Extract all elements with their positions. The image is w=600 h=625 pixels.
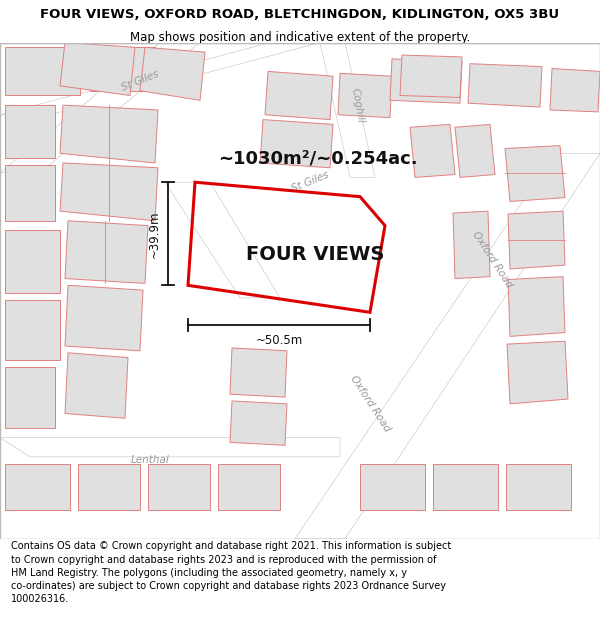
- Polygon shape: [400, 55, 462, 98]
- Polygon shape: [5, 165, 55, 221]
- Text: St Giles: St Giles: [120, 69, 160, 93]
- Text: Map shows position and indicative extent of the property.: Map shows position and indicative extent…: [130, 31, 470, 44]
- Polygon shape: [507, 341, 568, 404]
- Polygon shape: [338, 73, 392, 118]
- Text: Contains OS data © Crown copyright and database right 2021. This information is : Contains OS data © Crown copyright and d…: [11, 541, 451, 604]
- Polygon shape: [230, 401, 287, 445]
- Polygon shape: [78, 464, 140, 510]
- Polygon shape: [5, 105, 55, 158]
- Polygon shape: [5, 368, 55, 428]
- Polygon shape: [455, 124, 495, 177]
- Polygon shape: [433, 464, 498, 510]
- Polygon shape: [60, 163, 158, 221]
- Text: Lenthal: Lenthal: [131, 455, 169, 465]
- Polygon shape: [295, 153, 600, 539]
- Polygon shape: [0, 42, 320, 115]
- Polygon shape: [0, 42, 200, 172]
- Text: Oxford Road: Oxford Road: [348, 374, 392, 434]
- Polygon shape: [5, 464, 70, 510]
- Polygon shape: [5, 300, 60, 361]
- Polygon shape: [265, 71, 333, 119]
- Text: St Giles: St Giles: [290, 170, 330, 194]
- Polygon shape: [410, 124, 455, 177]
- Text: FOUR VIEWS: FOUR VIEWS: [246, 245, 384, 264]
- Polygon shape: [65, 286, 143, 351]
- Polygon shape: [453, 211, 490, 279]
- Polygon shape: [505, 146, 565, 201]
- Polygon shape: [165, 182, 280, 298]
- Polygon shape: [148, 464, 210, 510]
- Polygon shape: [508, 277, 565, 336]
- Text: Coghill: Coghill: [350, 87, 366, 124]
- Polygon shape: [468, 64, 542, 107]
- Polygon shape: [60, 105, 158, 163]
- Polygon shape: [230, 348, 287, 397]
- Text: ~50.5m: ~50.5m: [256, 334, 302, 347]
- Text: ~39.9m: ~39.9m: [148, 210, 161, 258]
- Polygon shape: [506, 464, 571, 510]
- Polygon shape: [65, 221, 148, 283]
- Polygon shape: [5, 231, 60, 293]
- Text: FOUR VIEWS, OXFORD ROAD, BLETCHINGDON, KIDLINGTON, OX5 3BU: FOUR VIEWS, OXFORD ROAD, BLETCHINGDON, K…: [40, 9, 560, 21]
- Text: ~1030m²/~0.254ac.: ~1030m²/~0.254ac.: [218, 149, 418, 167]
- Polygon shape: [550, 69, 600, 112]
- Polygon shape: [320, 42, 375, 177]
- Polygon shape: [508, 211, 565, 269]
- Polygon shape: [140, 48, 205, 101]
- Polygon shape: [260, 119, 333, 168]
- Polygon shape: [360, 464, 425, 510]
- Polygon shape: [390, 59, 462, 103]
- Polygon shape: [218, 464, 280, 510]
- Polygon shape: [65, 352, 128, 418]
- Polygon shape: [0, 438, 340, 457]
- Polygon shape: [60, 42, 135, 96]
- Text: Oxford Road: Oxford Road: [470, 229, 514, 289]
- Polygon shape: [90, 48, 155, 91]
- Polygon shape: [5, 48, 80, 96]
